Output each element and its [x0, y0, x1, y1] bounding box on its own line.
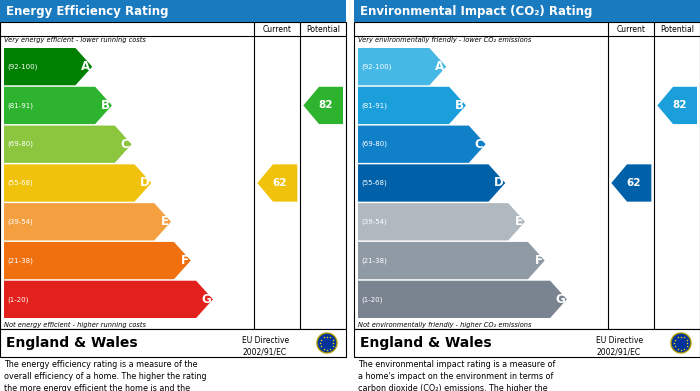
Text: 82: 82: [672, 100, 687, 110]
Polygon shape: [4, 87, 112, 124]
Polygon shape: [4, 126, 132, 163]
Text: A: A: [81, 60, 90, 73]
Text: England & Wales: England & Wales: [6, 336, 138, 350]
Text: EU Directive
2002/91/EC: EU Directive 2002/91/EC: [242, 336, 289, 356]
Polygon shape: [358, 48, 446, 85]
Text: G: G: [201, 293, 211, 306]
Bar: [354, 22, 700, 329]
Text: F: F: [181, 254, 189, 267]
Polygon shape: [4, 242, 190, 279]
Polygon shape: [258, 164, 298, 202]
Text: Potential: Potential: [306, 25, 340, 34]
Text: Environmental Impact (CO₂) Rating: Environmental Impact (CO₂) Rating: [360, 5, 592, 18]
Text: Current: Current: [262, 25, 292, 34]
Polygon shape: [303, 87, 343, 124]
Circle shape: [317, 333, 337, 353]
Text: E: E: [515, 215, 523, 228]
Text: F: F: [535, 254, 542, 267]
Text: (69-80): (69-80): [7, 141, 33, 147]
Text: D: D: [494, 176, 503, 190]
Text: (1-20): (1-20): [361, 296, 382, 303]
Text: (1-20): (1-20): [7, 296, 29, 303]
Text: (81-91): (81-91): [7, 102, 33, 109]
Text: Very energy efficient - lower running costs: Very energy efficient - lower running co…: [4, 37, 146, 43]
Polygon shape: [4, 281, 213, 318]
Text: E: E: [161, 215, 169, 228]
Text: B: B: [101, 99, 110, 112]
Polygon shape: [358, 203, 525, 240]
Text: A: A: [435, 60, 444, 73]
Text: (21-38): (21-38): [361, 257, 387, 264]
Text: (55-68): (55-68): [7, 180, 33, 186]
Polygon shape: [4, 164, 151, 202]
Text: (39-54): (39-54): [361, 219, 386, 225]
Text: C: C: [475, 138, 484, 151]
Text: (92-100): (92-100): [361, 63, 391, 70]
Polygon shape: [358, 242, 545, 279]
Polygon shape: [358, 164, 505, 202]
Text: The energy efficiency rating is a measure of the
overall efficiency of a home. T: The energy efficiency rating is a measur…: [4, 360, 206, 391]
Polygon shape: [4, 48, 92, 85]
Text: Current: Current: [617, 25, 646, 34]
Text: (55-68): (55-68): [361, 180, 386, 186]
Text: 62: 62: [272, 178, 287, 188]
Bar: [0, 329, 346, 357]
Text: EU Directive
2002/91/EC: EU Directive 2002/91/EC: [596, 336, 643, 356]
Text: Not environmentally friendly - higher CO₂ emissions: Not environmentally friendly - higher CO…: [358, 322, 531, 328]
Text: (92-100): (92-100): [7, 63, 37, 70]
Bar: [354, 0, 700, 22]
Text: 82: 82: [318, 100, 332, 110]
Text: Very environmentally friendly - lower CO₂ emissions: Very environmentally friendly - lower CO…: [358, 37, 531, 43]
Polygon shape: [611, 164, 651, 202]
Text: England & Wales: England & Wales: [360, 336, 491, 350]
Polygon shape: [358, 126, 486, 163]
Text: (39-54): (39-54): [7, 219, 33, 225]
Text: C: C: [121, 138, 130, 151]
Circle shape: [671, 333, 691, 353]
Text: Energy Efficiency Rating: Energy Efficiency Rating: [6, 5, 169, 18]
Polygon shape: [358, 87, 466, 124]
Text: 62: 62: [626, 178, 641, 188]
Text: D: D: [139, 176, 149, 190]
Text: The environmental impact rating is a measure of
a home's impact on the environme: The environmental impact rating is a mea…: [358, 360, 555, 391]
Bar: [0, 0, 346, 22]
Polygon shape: [358, 281, 567, 318]
Text: (21-38): (21-38): [7, 257, 33, 264]
Polygon shape: [657, 87, 697, 124]
Text: (81-91): (81-91): [361, 102, 387, 109]
Bar: [0, 22, 346, 329]
Polygon shape: [4, 203, 171, 240]
Bar: [354, 329, 700, 357]
Text: Not energy efficient - higher running costs: Not energy efficient - higher running co…: [4, 322, 146, 328]
Text: (69-80): (69-80): [361, 141, 387, 147]
Text: G: G: [555, 293, 565, 306]
Text: B: B: [455, 99, 464, 112]
Text: Potential: Potential: [660, 25, 694, 34]
